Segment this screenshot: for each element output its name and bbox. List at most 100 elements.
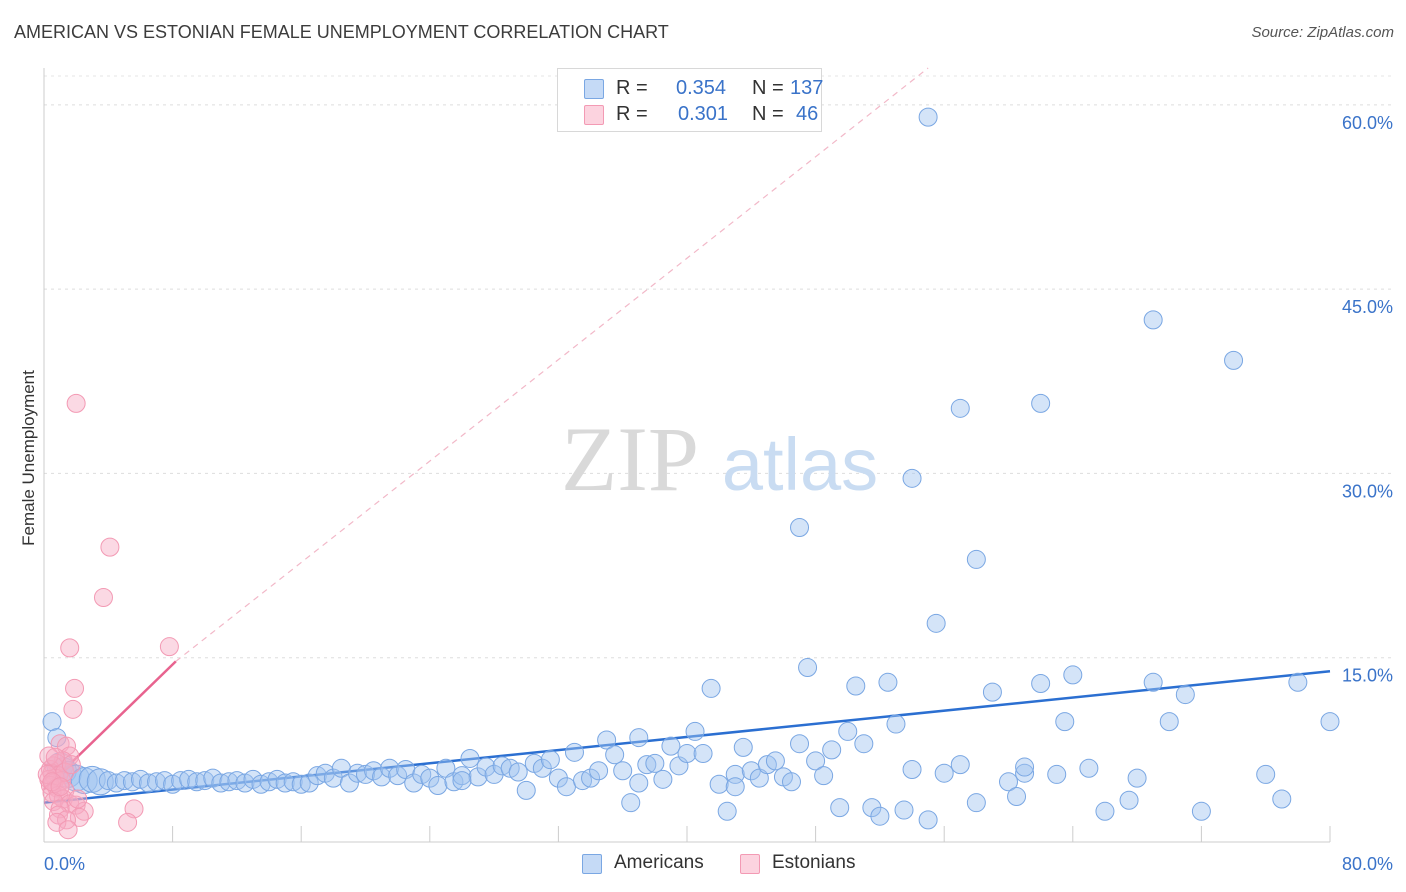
point-americans xyxy=(918,107,938,127)
point-americans xyxy=(613,761,633,781)
legend-r-value: 0.301 xyxy=(678,103,729,125)
point-americans xyxy=(894,800,914,820)
point-americans xyxy=(790,517,810,537)
point-americans xyxy=(902,468,922,488)
y-axis-label: Female Unemployment xyxy=(19,370,38,546)
point-americans xyxy=(645,753,665,773)
point-americans xyxy=(1127,768,1147,788)
point-americans xyxy=(70,767,98,795)
legend-r-value: 0.354 xyxy=(676,77,727,99)
point-americans xyxy=(677,744,697,764)
point-estonians xyxy=(68,789,88,809)
legend-n-label: N = xyxy=(752,103,784,125)
point-americans xyxy=(878,672,898,692)
trend-line-estonians xyxy=(43,660,177,791)
point-americans xyxy=(621,793,641,813)
point-americans xyxy=(999,772,1018,792)
point-americans xyxy=(765,751,785,771)
point-americans xyxy=(339,773,359,793)
point-americans xyxy=(926,613,946,633)
point-americans xyxy=(420,768,440,788)
point-americans xyxy=(918,810,938,830)
point-americans xyxy=(307,766,327,786)
grid-lines xyxy=(44,75,1395,659)
point-americans xyxy=(171,771,191,791)
point-americans xyxy=(798,658,818,678)
correlation-legend: R = 0.354 N = 137 R = 0.301 N = 46 xyxy=(557,68,823,132)
legend-r-label: R = xyxy=(616,103,648,125)
point-americans xyxy=(1143,672,1163,692)
point-americans xyxy=(114,771,134,791)
x-tick-label: 0.0% xyxy=(44,854,85,874)
point-americans xyxy=(709,774,729,794)
point-americans xyxy=(846,676,866,696)
point-americans xyxy=(122,772,142,792)
point-americans xyxy=(629,773,649,793)
point-americans xyxy=(717,801,737,821)
point-americans xyxy=(950,398,970,418)
point-americans xyxy=(902,760,922,780)
point-americans xyxy=(1055,712,1075,732)
point-americans xyxy=(106,773,126,793)
point-americans xyxy=(725,777,745,797)
point-estonians xyxy=(39,746,59,766)
point-americans xyxy=(1015,757,1035,777)
point-americans xyxy=(581,768,601,788)
watermark: ZIP atlas xyxy=(561,408,878,510)
point-americans xyxy=(814,766,834,786)
point-americans xyxy=(460,748,480,768)
point-americans xyxy=(428,775,448,795)
point-americans xyxy=(1175,685,1195,705)
source-label: Source: ZipAtlas.com xyxy=(1251,24,1394,41)
point-americans xyxy=(299,773,319,793)
point-americans xyxy=(701,678,721,698)
legend-swatch-estonians xyxy=(584,105,604,125)
point-americans xyxy=(86,768,114,796)
point-estonians xyxy=(60,638,80,658)
point-americans xyxy=(98,771,118,791)
point-americans xyxy=(733,737,753,757)
point-americans xyxy=(589,761,609,781)
point-americans xyxy=(934,763,954,783)
point-estonians xyxy=(118,812,138,832)
point-americans xyxy=(380,758,400,778)
point-americans xyxy=(870,806,890,826)
point-americans xyxy=(452,771,472,791)
point-americans xyxy=(822,740,842,760)
point-americans xyxy=(1015,763,1035,783)
point-americans xyxy=(854,734,874,754)
point-americans xyxy=(347,763,367,783)
point-americans xyxy=(966,549,986,569)
point-americans xyxy=(1143,310,1163,330)
point-americans xyxy=(1288,672,1308,692)
point-americans xyxy=(179,769,199,789)
legend-swatch-americans xyxy=(584,79,604,99)
point-estonians xyxy=(63,699,83,719)
point-americans xyxy=(1079,758,1099,778)
axes xyxy=(43,68,1331,843)
point-americans xyxy=(629,728,649,748)
point-americans xyxy=(982,682,1002,702)
point-americans xyxy=(219,772,239,792)
point-americans xyxy=(1095,801,1115,821)
tick-labels: 15.0% 30.0% 45.0% 60.0% 0.0% 80.0% xyxy=(44,113,1393,874)
point-estonians xyxy=(58,820,78,840)
x-tick-label: 80.0% xyxy=(1342,854,1393,874)
point-estonians xyxy=(93,588,113,608)
point-americans xyxy=(1047,764,1067,784)
point-americans xyxy=(1272,789,1292,809)
point-americans xyxy=(597,730,617,750)
point-americans xyxy=(1191,801,1211,821)
point-estonians xyxy=(55,762,75,782)
point-americans xyxy=(966,793,986,813)
bottom-legend-label-estonians: Estonians xyxy=(772,852,856,873)
point-americans xyxy=(1031,393,1051,413)
point-americans xyxy=(1007,787,1027,807)
watermark-zip: ZIP xyxy=(561,408,699,510)
point-estonians xyxy=(159,637,179,657)
point-americans xyxy=(227,771,247,791)
point-americans xyxy=(195,771,215,791)
point-americans xyxy=(259,772,279,792)
legend-r-label: R = xyxy=(616,77,648,99)
